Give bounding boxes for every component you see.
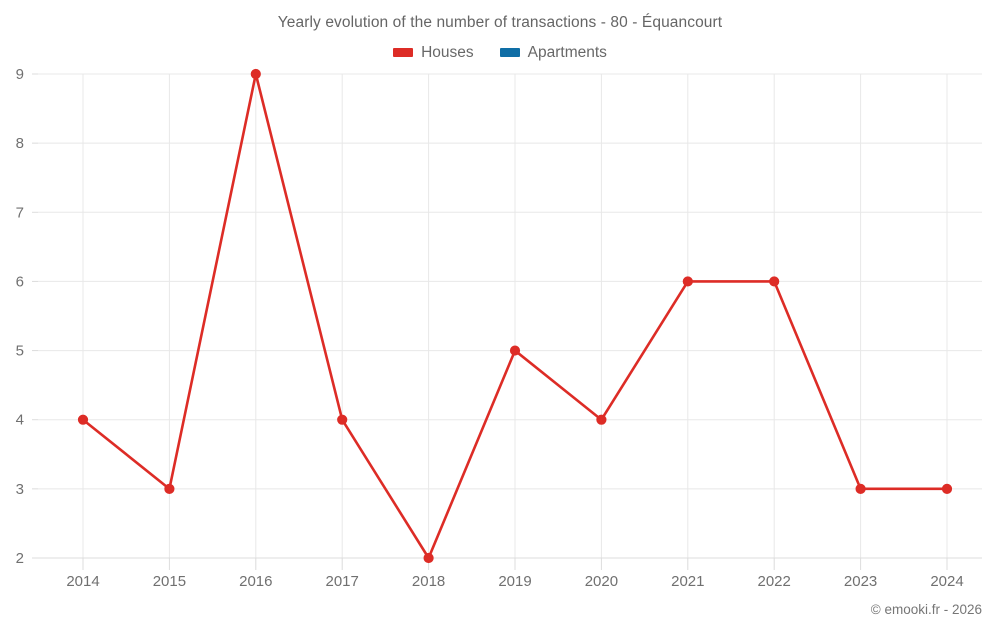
y-axis-tick-label: 6 [16, 273, 24, 290]
x-axis-tick-labels: 2014 2015 2016 2017 2018 2019 2020 2021 2022 2023… [66, 573, 963, 590]
legend-label-apartments: Apartments [527, 44, 607, 61]
data-series-layer [77, 68, 953, 564]
data-point-houses[interactable] [423, 552, 434, 564]
axis-lines [32, 73, 982, 570]
y-axis-tick-label: 5 [16, 343, 24, 360]
chart-title: Yearly evolution of the number of transa… [277, 14, 723, 31]
data-point-houses[interactable] [682, 276, 693, 287]
data-point-houses[interactable] [77, 414, 89, 425]
data-point-houses[interactable] [596, 414, 607, 425]
y-axis-tick-label: 4 [16, 412, 24, 429]
legend-item-apartments[interactable]: Apartments [499, 44, 607, 61]
legend-label-houses: Houses [421, 44, 474, 61]
x-axis-tick-label: 2020 [585, 573, 618, 590]
data-point-houses[interactable] [509, 345, 521, 356]
y-axis-tick-label: 7 [16, 204, 24, 221]
data-point-houses[interactable] [769, 276, 780, 287]
x-axis-tick-label: 2024 [930, 573, 963, 590]
x-axis-tick-label: 2015 [153, 573, 186, 590]
chart-legend: Houses Apartments [0, 45, 1000, 61]
y-axis-tick-label: 8 [16, 135, 24, 152]
data-point-houses[interactable] [250, 68, 261, 80]
x-axis-tick-label: 2018 [412, 573, 445, 590]
grid-lines [38, 73, 982, 559]
copyright-footer: © emooki.fr - 2026 [870, 602, 982, 617]
legend-swatch-apartments [499, 48, 520, 58]
y-axis-tick-label: 3 [16, 481, 24, 498]
x-axis-tick-label: 2019 [498, 573, 531, 590]
x-axis-tick-label: 2021 [671, 573, 704, 590]
data-point-houses[interactable] [164, 483, 175, 494]
x-axis-tick-label: 2017 [326, 573, 359, 590]
data-point-houses[interactable] [855, 483, 866, 494]
x-axis-tick-label: 2016 [239, 573, 272, 590]
y-axis-tick-label: 9 [16, 66, 24, 83]
x-axis-tick-label: 2014 [66, 573, 99, 590]
data-point-houses[interactable] [941, 483, 953, 494]
x-axis-tick-label: 2022 [758, 573, 791, 590]
legend-swatch-houses [393, 48, 414, 58]
data-point-houses[interactable] [337, 414, 348, 425]
y-axis-tick-labels: 2 3 4 5 6 7 8 9 [16, 66, 24, 567]
x-axis-tick-label: 2023 [844, 573, 877, 590]
legend-item-houses[interactable]: Houses [393, 45, 474, 61]
y-axis-tick-label: 2 [16, 550, 24, 567]
